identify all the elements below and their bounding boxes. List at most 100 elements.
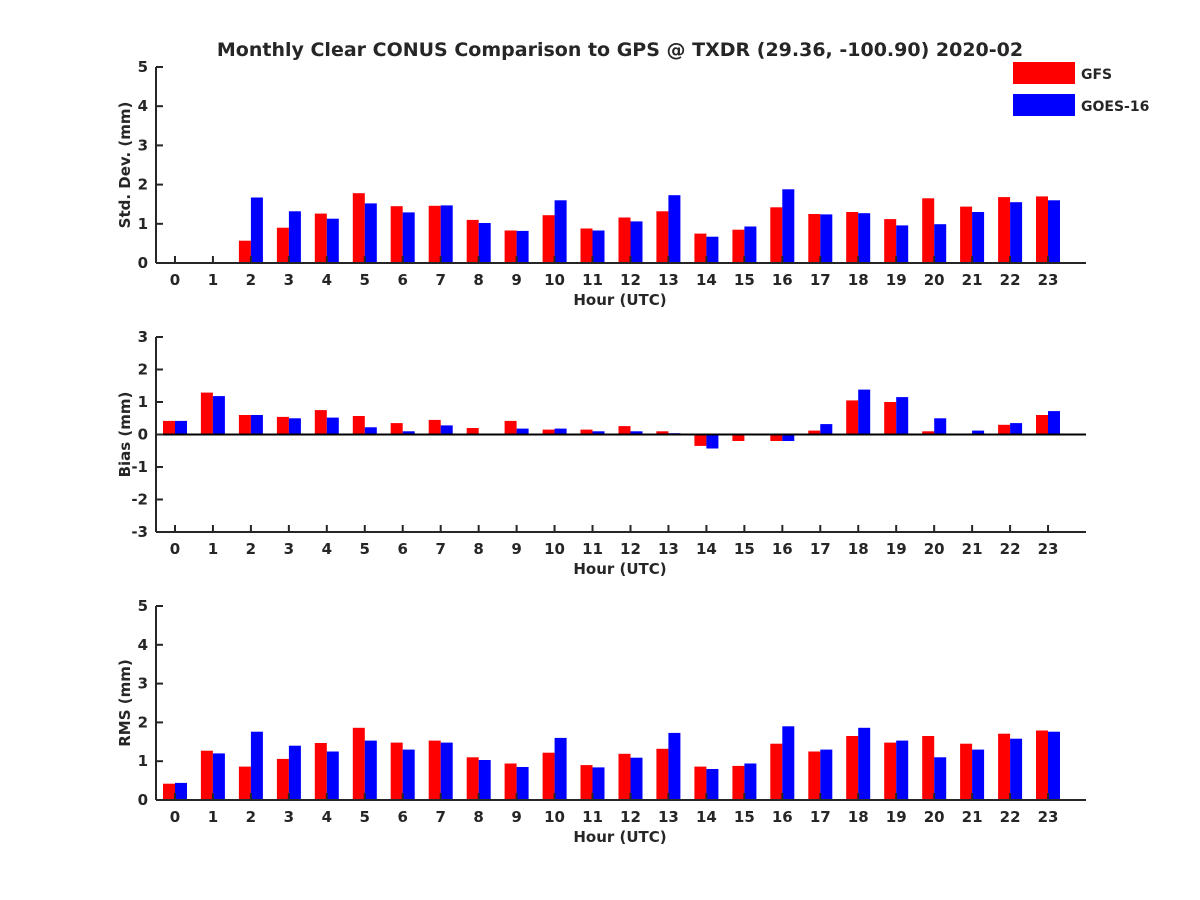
- bar-gfs-hour-15: [732, 765, 745, 800]
- x-tick-label: 6: [398, 808, 408, 826]
- y-tick-label: -1: [131, 458, 148, 476]
- bar-goes16-hour-8: [478, 223, 491, 263]
- bar-goes16-hour-11: [592, 431, 605, 435]
- bar-goes16-hour-9: [516, 767, 529, 800]
- x-tick-label: 19: [886, 540, 907, 558]
- bar-goes16-hour-11: [592, 230, 605, 263]
- bar-gfs-hour-3: [276, 416, 289, 435]
- bar-goes16-hour-1: [212, 753, 225, 800]
- bar-goes16-hour-17: [820, 214, 833, 263]
- bar-gfs-hour-19: [884, 742, 897, 800]
- y-tick-label: 2: [138, 713, 148, 731]
- bar-gfs-hour-20: [922, 198, 935, 263]
- x-tick-label: 9: [511, 540, 521, 558]
- x-tick-label: 3: [284, 271, 294, 289]
- x-tick-label: 0: [170, 271, 180, 289]
- bar-gfs-hour-10: [542, 215, 555, 263]
- x-tick-label: 22: [1000, 808, 1021, 826]
- x-tick-label: 7: [435, 808, 445, 826]
- y-tick-label: -2: [131, 491, 148, 509]
- bar-goes16-hour-20: [934, 224, 947, 263]
- x-tick-label: 3: [284, 540, 294, 558]
- bar-gfs-hour-2: [238, 415, 251, 435]
- x-tick-label: 9: [511, 808, 521, 826]
- bar-gfs-hour-19: [884, 402, 897, 435]
- x-tick-label: 20: [924, 540, 945, 558]
- bar-gfs-hour-7: [428, 740, 441, 800]
- bar-gfs-hour-7: [428, 205, 441, 263]
- bar-goes16-hour-3: [288, 418, 301, 435]
- y-axis-label: RMS (mm): [116, 659, 134, 746]
- x-tick-label: 11: [582, 271, 603, 289]
- bar-gfs-hour-9: [504, 420, 517, 435]
- bar-gfs-hour-22: [998, 733, 1011, 800]
- bar-goes16-hour-18: [858, 213, 871, 263]
- x-tick-label: 8: [473, 808, 483, 826]
- y-axis-label: Std. Dev. (mm): [116, 102, 134, 229]
- bar-gfs-hour-3: [276, 227, 289, 263]
- x-tick-label: 1: [208, 808, 218, 826]
- bar-gfs-hour-14: [694, 233, 707, 263]
- bar-gfs-hour-23: [1036, 730, 1048, 800]
- y-tick-label: 2: [138, 361, 148, 379]
- y-tick-label: 4: [138, 97, 148, 115]
- bar-gfs-hour-16: [770, 434, 783, 441]
- bar-gfs-hour-5: [352, 193, 365, 263]
- bar-gfs-hour-9: [504, 763, 517, 800]
- bar-goes16-hour-21: [972, 430, 985, 435]
- y-tick-label: -3: [131, 523, 148, 541]
- y-tick-label: 5: [138, 58, 148, 76]
- bar-gfs-hour-8: [466, 428, 479, 435]
- bar-gfs-hour-17: [808, 751, 821, 800]
- bar-gfs-hour-5: [352, 416, 365, 435]
- bar-goes16-hour-23: [1048, 200, 1060, 263]
- x-tick-label: 7: [435, 540, 445, 558]
- bar-gfs-hour-14: [694, 434, 707, 446]
- x-tick-label: 16: [772, 271, 793, 289]
- x-tick-label: 10: [544, 540, 565, 558]
- bar-gfs-hour-23: [1036, 196, 1048, 263]
- x-tick-label: 14: [696, 271, 717, 289]
- x-tick-label: 18: [848, 540, 869, 558]
- bar-gfs-hour-12: [618, 753, 631, 800]
- x-tick-label: 3: [284, 808, 294, 826]
- bar-goes16-hour-14: [706, 236, 719, 263]
- bar-goes16-hour-1: [212, 396, 225, 435]
- bar-goes16-hour-10: [554, 200, 567, 263]
- bar-gfs-hour-21: [960, 743, 973, 800]
- bar-gfs-hour-14: [694, 766, 707, 800]
- bar-gfs-hour-23: [1036, 415, 1048, 435]
- x-tick-label: 17: [810, 271, 831, 289]
- bar-goes16-hour-12: [630, 221, 643, 263]
- y-tick-label: 3: [138, 328, 148, 346]
- legend-label-gfs: GFS: [1081, 67, 1112, 83]
- y-tick-label: 2: [138, 176, 148, 194]
- x-tick-label: 4: [322, 271, 332, 289]
- bar-gfs-hour-11: [580, 228, 593, 263]
- bar-goes16-hour-4: [326, 417, 339, 435]
- bar-gfs-hour-19: [884, 219, 897, 263]
- x-tick-label: 8: [473, 540, 483, 558]
- x-tick-label: 14: [696, 808, 717, 826]
- bar-goes16-hour-5: [364, 740, 377, 800]
- x-tick-label: 1: [208, 271, 218, 289]
- bar-goes16-hour-2: [250, 731, 263, 800]
- bar-goes16-hour-15: [744, 226, 757, 263]
- bar-goes16-hour-3: [288, 211, 301, 263]
- bar-goes16-hour-23: [1048, 731, 1060, 800]
- x-tick-label: 12: [620, 540, 641, 558]
- y-tick-label: 5: [138, 597, 148, 615]
- x-tick-label: 19: [886, 808, 907, 826]
- bar-gfs-hour-15: [732, 229, 745, 263]
- bar-gfs-hour-22: [998, 197, 1011, 263]
- bar-gfs-hour-6: [390, 742, 403, 800]
- x-tick-label: 15: [734, 271, 755, 289]
- y-tick-label: 3: [138, 136, 148, 154]
- bar-goes16-hour-9: [516, 230, 529, 263]
- bar-gfs-hour-13: [656, 748, 669, 800]
- bar-goes16-hour-15: [744, 763, 757, 800]
- x-tick-label: 8: [473, 271, 483, 289]
- bar-gfs-hour-0: [163, 783, 175, 800]
